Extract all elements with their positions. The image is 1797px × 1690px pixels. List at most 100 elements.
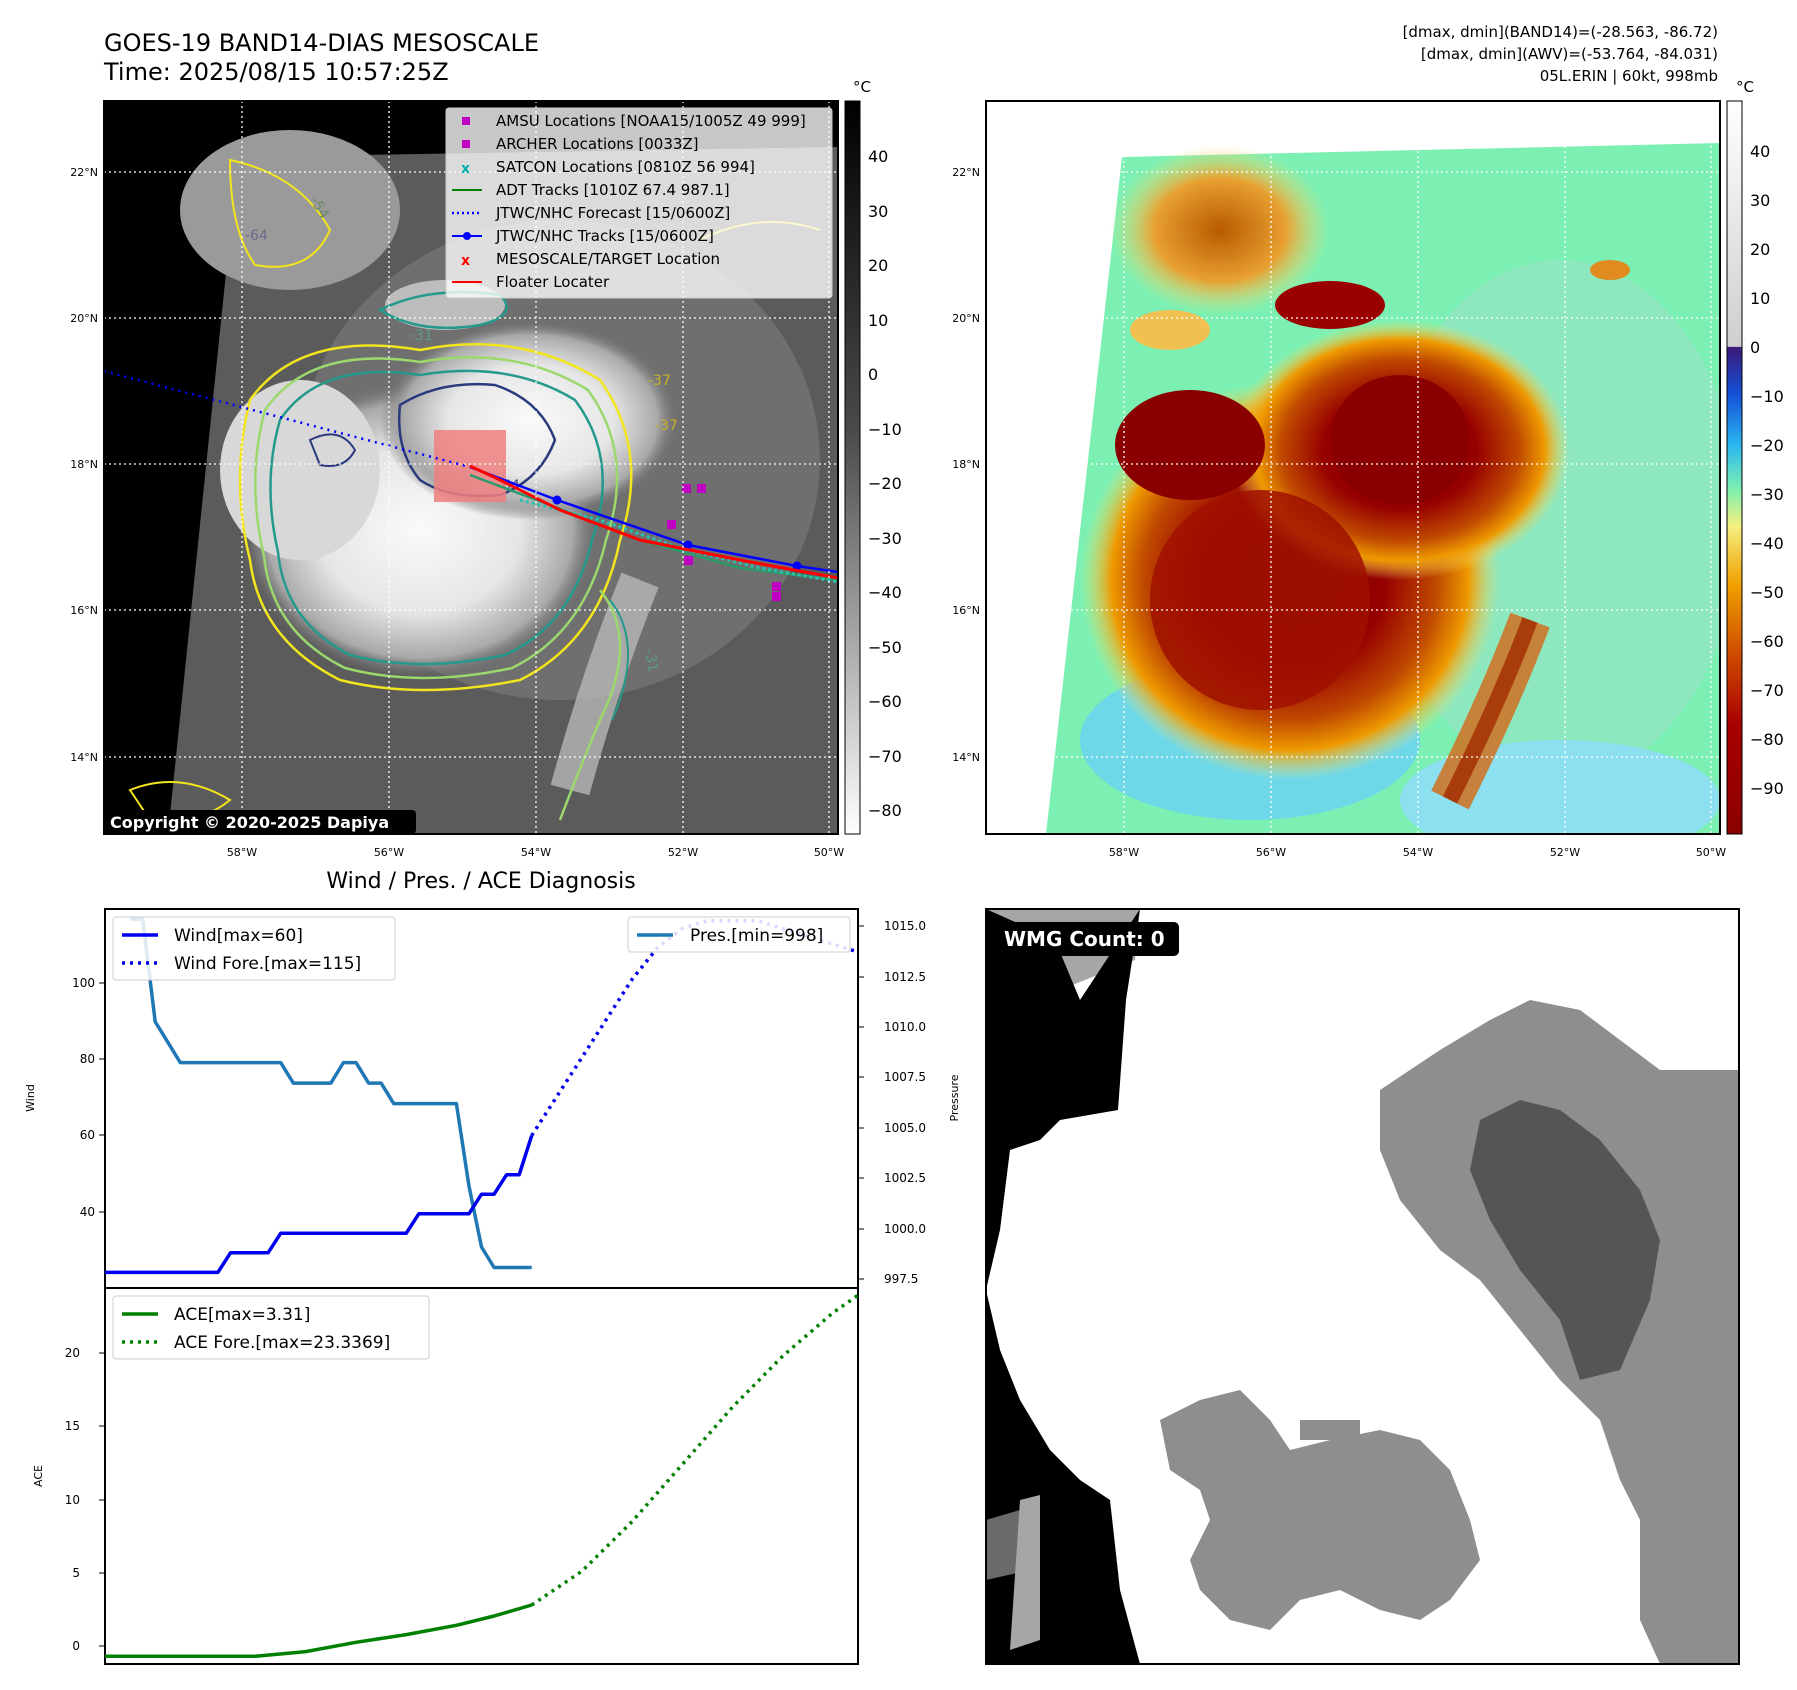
map1-lat-labels: 22°N 20°N 18°N 16°N 14°N [70, 166, 98, 764]
cbar2-tick: −40 [1750, 534, 1784, 553]
ace-axis-label: ACE [32, 1465, 45, 1487]
contour-label: -37 [655, 418, 678, 434]
floater-locater-track [469, 464, 838, 580]
legend-pressure: Pres.[min=998] [690, 926, 823, 946]
wind-tick: 60 [80, 1128, 95, 1142]
wind-tick: 80 [80, 1052, 95, 1066]
pressure-tick: 1010.0 [884, 1020, 926, 1034]
ace-tick: 0 [72, 1639, 80, 1653]
lon-label: 54°W [1403, 846, 1433, 859]
amsu-location [684, 556, 693, 565]
info-awv: [dmax, dmin](AWV)=(-53.764, -84.031) [1421, 45, 1718, 63]
contour-label: -64 [245, 228, 268, 244]
legend-adt: ADT Tracks [1010Z 67.4 987.1] [496, 181, 730, 199]
legend-jtwc-forecast: JTWC/NHC Forecast [15/0600Z] [495, 204, 730, 222]
figure-title: GOES-19 BAND14-DIAS MESOSCALE [104, 29, 539, 57]
amsu-location [667, 520, 676, 529]
cbar1-tick: 30 [868, 202, 888, 221]
ace-series [105, 1293, 858, 1659]
wind-series-line [105, 1135, 534, 1275]
map1-lon-labels: 58°W 56°W 54°W 52°W 50°W [227, 846, 844, 859]
legend-floater: Floater Locater [496, 273, 610, 291]
lat-label: 22°N [952, 166, 980, 179]
wind-tick: 100 [72, 976, 95, 990]
wmg-grey-east [1380, 1000, 1739, 1664]
wmg-black-left [986, 909, 1140, 1290]
wind-pressure-series [105, 917, 858, 1275]
cbar1-tick: −30 [868, 529, 902, 548]
lon-label: 54°W [521, 846, 551, 859]
legend-target: MESOSCALE/TARGET Location [496, 250, 720, 268]
ace-ticks: 20 15 10 5 0 [65, 1346, 105, 1653]
legend-ace-fore: ACE Fore.[max=23.3369] [174, 1333, 390, 1353]
cbar1-tick: −70 [868, 747, 902, 766]
ace-tick: 10 [65, 1493, 80, 1507]
pressure-tick: 1007.5 [884, 1070, 926, 1084]
cbar1-tick: −60 [868, 692, 902, 711]
cbar2-tick: −90 [1750, 779, 1784, 798]
legend-satcon: SATCON Locations [0810Z 56 994] [496, 158, 755, 176]
cbar1-tick: −80 [868, 801, 902, 820]
cbar1-tick: 0 [868, 365, 878, 384]
cbar1-tick: 10 [868, 311, 888, 330]
satcon-track [519, 498, 838, 584]
wmg-panel: WMG Count: 0 [986, 909, 1739, 1664]
colorbar2-unit: °C [1736, 78, 1754, 96]
lat-label: 16°N [952, 604, 980, 617]
lon-label: 58°W [227, 846, 257, 859]
map2-lat-labels: 22°N 20°N 18°N 16°N 14°N [952, 166, 980, 764]
wind-ticks: 100 80 60 40 [72, 976, 105, 1219]
contour-label: -31 [410, 328, 433, 344]
cbar1-tick: −20 [868, 474, 902, 493]
cbar1-tick: 40 [868, 147, 888, 166]
legend-jtwc-tracks: JTWC/NHC Tracks [15/0600Z] [495, 227, 714, 245]
wmg-light-patch-left [1010, 1495, 1040, 1650]
cbar2-tick: 40 [1750, 142, 1770, 161]
ir-map-panel: -64 -54 -37 -31 -37 -64 -31 [104, 101, 838, 834]
pressure-axis-label: Pressure [948, 1074, 961, 1121]
lat-label: 18°N [70, 458, 98, 471]
contour-label: -31 [641, 648, 661, 673]
svg-text:x: x [461, 253, 470, 269]
figure-time: Time: 2025/08/15 10:57:25Z [103, 58, 449, 86]
pressure-ticks: 1015.0 1012.5 1010.0 1007.5 1005.0 1002.… [858, 919, 926, 1286]
cbar1-tick: 20 [868, 256, 888, 275]
cbar2-tick: −60 [1750, 632, 1784, 651]
wmg-dark-east [1470, 1100, 1660, 1380]
legend-wind-fore: Wind Fore.[max=115] [174, 954, 361, 974]
pressure-series-line [130, 917, 532, 1270]
lat-label: 22°N [70, 166, 98, 179]
lat-label: 16°N [70, 604, 98, 617]
legend-wind: Wind[max=60] [174, 926, 303, 946]
ace-series-line [105, 1603, 533, 1659]
jtwc-track-point [552, 495, 562, 505]
pressure-tick: 1002.5 [884, 1171, 926, 1185]
wind-axis-label: Wind [24, 1084, 37, 1112]
copyright-badge [104, 810, 416, 834]
svg-text:x: x [461, 161, 470, 177]
lat-label: 14°N [70, 751, 98, 764]
pressure-tick: 1012.5 [884, 970, 926, 984]
cbar2-tick: 10 [1750, 289, 1770, 308]
info-band14: [dmax, dmin](BAND14)=(-28.563, -86.72) [1403, 23, 1718, 41]
lon-label: 56°W [374, 846, 404, 859]
legend-amsu: AMSU Locations [NOAA15/1005Z 49 999] [496, 112, 806, 130]
cbar2-tick: −80 [1750, 730, 1784, 749]
wmg-grey-strip [1300, 1420, 1360, 1440]
cbar2-tick: −30 [1750, 485, 1784, 504]
ace-forecast-series-line [530, 1293, 858, 1607]
lat-label: 20°N [70, 312, 98, 325]
cbar1-tick: −40 [868, 583, 902, 602]
wmg-count-label: WMG Count: 0 [1004, 927, 1165, 951]
jtwc-track-point [683, 540, 693, 550]
pressure-tick: 1000.0 [884, 1222, 926, 1236]
wmg-count-badge [997, 922, 1179, 956]
ace-tick: 20 [65, 1346, 80, 1360]
legend-archer: ARCHER Locations [0033Z] [496, 135, 699, 153]
colorbar2 [1726, 100, 1743, 835]
lon-label: 58°W [1109, 846, 1139, 859]
cbar2-tick: −20 [1750, 436, 1784, 455]
contour-label: -37 [648, 373, 671, 389]
cbar2-tick: 20 [1750, 240, 1770, 259]
